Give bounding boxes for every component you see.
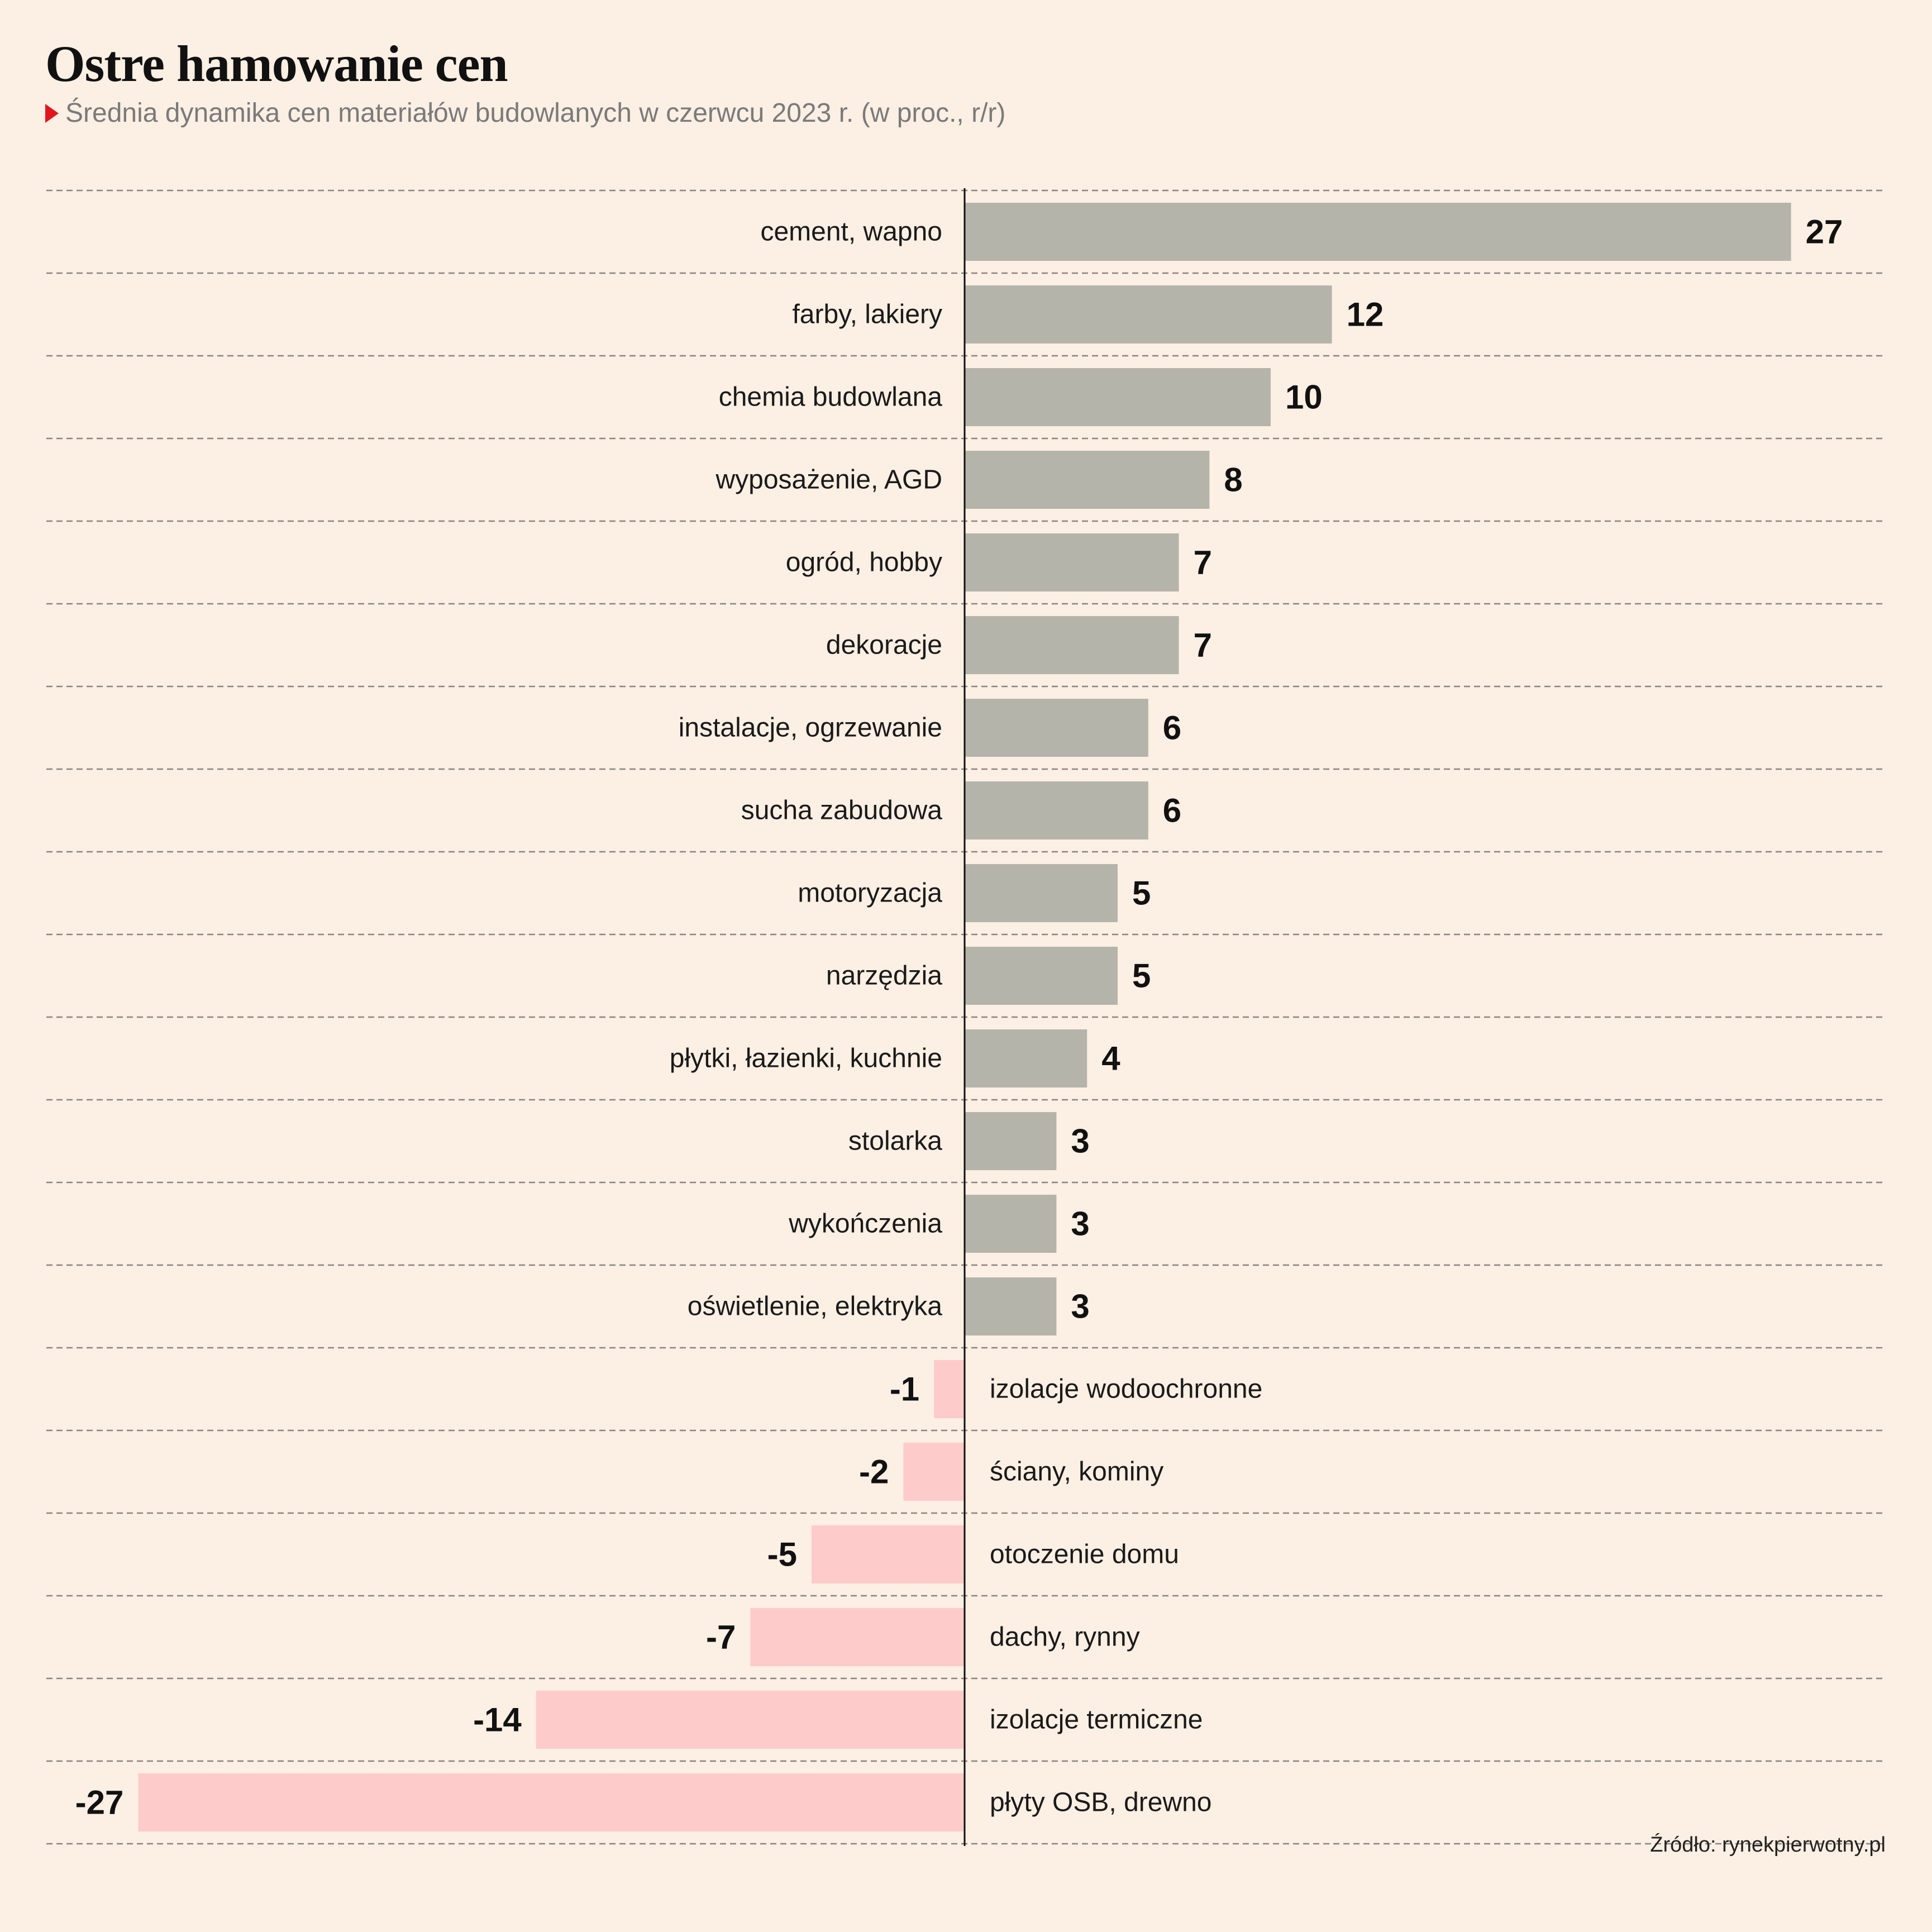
bar (965, 699, 1148, 757)
bar (965, 781, 1148, 839)
bar (965, 1277, 1057, 1335)
chart-title: Ostre hamowanie cen (45, 35, 508, 92)
bar (965, 947, 1118, 1005)
value-label: -5 (767, 1536, 797, 1573)
value-label: 6 (1163, 709, 1181, 747)
category-label: ściany, kominy (990, 1457, 1163, 1487)
bar (812, 1525, 965, 1583)
value-label: -14 (473, 1701, 522, 1739)
category-label: wykończenia (788, 1209, 942, 1239)
category-label: farby, lakiery (792, 300, 942, 330)
value-label: 7 (1194, 544, 1212, 581)
category-label: narzędzia (826, 961, 942, 991)
category-label: dekoracje (826, 631, 942, 660)
value-label: 4 (1101, 1040, 1120, 1077)
category-label: ogród, hobby (786, 548, 942, 578)
value-label: -27 (75, 1784, 124, 1821)
category-label: dachy, rynny (990, 1623, 1140, 1652)
bar (138, 1773, 965, 1831)
bar (965, 1195, 1057, 1253)
bar (965, 285, 1332, 344)
category-label: wyposażenie, AGD (715, 465, 942, 495)
chart-subtitle-text: Średnia dynamika cen materiałów budowlan… (65, 98, 1006, 128)
value-label: 8 (1224, 461, 1242, 499)
value-label: -1 (890, 1371, 919, 1408)
category-label: sucha zabudowa (741, 796, 943, 826)
bar (965, 864, 1118, 922)
source-note: Źródło: rynekpierwotny.pl (1650, 1833, 1886, 1857)
value-label: 12 (1347, 296, 1384, 333)
bar (750, 1608, 965, 1666)
category-label: izolacje termiczne (990, 1705, 1203, 1735)
bar (934, 1360, 965, 1418)
value-label: 6 (1163, 792, 1181, 829)
category-label: cement, wapno (760, 217, 942, 247)
category-label: płyty OSB, drewno (990, 1788, 1212, 1817)
bar (965, 1112, 1057, 1170)
bar (903, 1443, 965, 1501)
triangle-marker-icon (45, 103, 59, 123)
value-label: 5 (1132, 875, 1151, 912)
bar (965, 1029, 1087, 1087)
category-label: oświetlenie, elektryka (688, 1292, 943, 1322)
bar (965, 451, 1210, 509)
category-label: chemia budowlana (719, 383, 943, 412)
bar (965, 203, 1791, 261)
value-label: -7 (706, 1619, 736, 1656)
value-label: 10 (1285, 379, 1323, 416)
category-label: stolarka (848, 1127, 942, 1156)
value-label: 3 (1071, 1205, 1089, 1243)
value-label: 27 (1806, 213, 1843, 251)
value-label: 7 (1194, 627, 1212, 664)
value-label: 3 (1071, 1288, 1089, 1325)
value-label: 5 (1132, 957, 1151, 995)
value-label: -2 (859, 1453, 889, 1491)
category-label: płytki, łazienki, kuchnie (670, 1044, 942, 1074)
bar (965, 616, 1179, 674)
category-label: izolacje wodoochronne (990, 1375, 1262, 1404)
bar (965, 533, 1179, 591)
category-label: instalacje, ogrzewanie (679, 713, 942, 743)
value-label: 3 (1071, 1123, 1089, 1160)
bar (965, 368, 1271, 426)
category-label: otoczenie domu (990, 1540, 1179, 1570)
chart-subtitle: Średnia dynamika cen materiałów budowlan… (45, 97, 1005, 130)
category-label: motoryzacja (798, 879, 942, 908)
bar (536, 1691, 965, 1749)
